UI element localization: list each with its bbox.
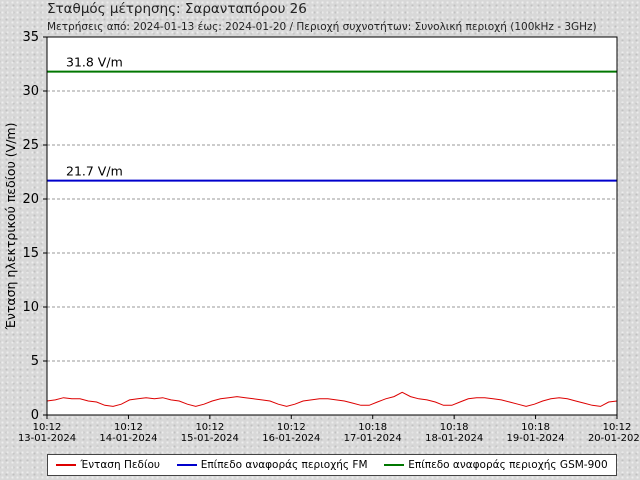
y-axis-label: Ένταση ηλεκτρικού πεδίου (V/m) [3, 123, 18, 331]
x-tick-date: 17-01-2024 [344, 433, 402, 444]
legend-item: Ένταση Πεδίου [56, 459, 160, 471]
plot-area [47, 37, 617, 415]
y-tick-label: 10 [22, 300, 39, 315]
chart-legend: Ένταση Πεδίου Επίπεδο αναφοράς περιοχής F… [47, 454, 617, 476]
y-tick-label: 15 [22, 246, 39, 261]
legend-swatch [384, 464, 405, 466]
legend-swatch [176, 464, 197, 466]
reference-level-label: 21.7 V/m [66, 164, 123, 179]
x-tick-time: 10:12 [114, 422, 143, 433]
x-tick-date: 16-01-2024 [262, 433, 320, 444]
x-tick-time: 10:18 [521, 422, 550, 433]
y-tick-label: 25 [22, 138, 39, 153]
x-tick-time: 10:12 [33, 422, 62, 433]
y-tick-label: 0 [31, 408, 39, 423]
y-tick-label: 20 [22, 192, 39, 207]
x-tick-date: 14-01-2024 [99, 433, 157, 444]
legend-swatch [56, 464, 77, 466]
x-tick-time: 10:12 [195, 422, 224, 433]
legend-item: Επίπεδο αναφοράς περιοχής GSM-900 [384, 459, 608, 471]
y-tick-label: 35 [22, 30, 39, 45]
legend-label: Επίπεδο αναφοράς περιοχής FM [200, 459, 368, 471]
legend-label: Ένταση Πεδίου [80, 459, 160, 471]
reference-level-label: 31.8 V/m [66, 55, 123, 70]
x-tick-time: 10:18 [358, 422, 387, 433]
legend-item: Επίπεδο αναφοράς περιοχής FM [176, 459, 368, 471]
station-title: Σταθμός μέτρησης: Σαρανταπόρου 26 [47, 1, 307, 17]
series-line-0 [46, 391, 618, 407]
y-tick-label: 30 [22, 84, 39, 99]
y-tick-label: 5 [31, 354, 39, 369]
x-tick-date: 20-01-2024 [588, 433, 640, 444]
x-tick-time: 10:12 [277, 422, 306, 433]
x-tick-time: 10:18 [440, 422, 469, 433]
x-tick-date: 13-01-2024 [18, 433, 76, 444]
legend-label: Επίπεδο αναφοράς περιοχής GSM-900 [408, 459, 608, 471]
x-tick-time: 10:12 [603, 422, 632, 433]
x-tick-date: 19-01-2024 [507, 433, 565, 444]
plot-frame [46, 36, 618, 416]
x-tick-date: 18-01-2024 [425, 433, 483, 444]
x-tick-date: 15-01-2024 [181, 433, 239, 444]
measurement-subtitle: Μετρήσεις από: 2024-01-13 έως: 2024-01-2… [47, 21, 597, 33]
